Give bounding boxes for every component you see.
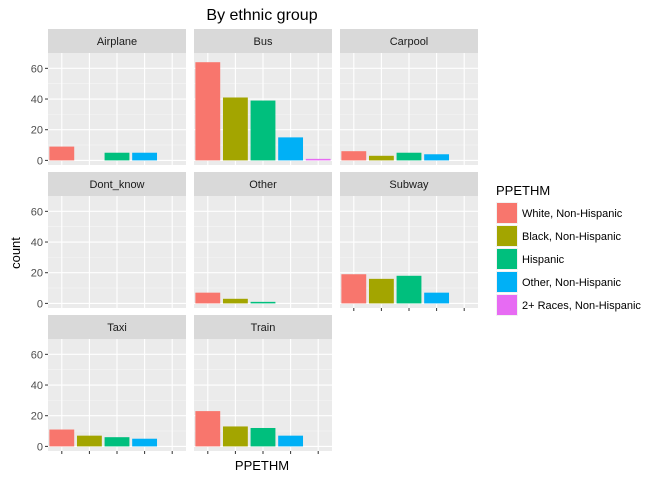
legend-label: Hispanic [522, 254, 565, 266]
x-axis-label: PPETHM [235, 458, 289, 473]
y-tick-label: 40 [31, 94, 43, 106]
y-tick-label: 40 [31, 380, 43, 392]
legend-entry: Other, Non-Hispanic [496, 271, 622, 293]
bar [396, 275, 422, 304]
y-tick-label: 0 [37, 155, 43, 167]
bar [250, 427, 276, 447]
bar [104, 437, 130, 447]
y-axis-label: count [8, 237, 23, 269]
bar [341, 274, 367, 304]
bar [49, 146, 75, 161]
facet-panel-airplane: Airplane 0 20 40 60 [31, 29, 186, 167]
legend-entry: 2+ Races, Non-Hispanic [496, 294, 641, 316]
y-tick-label: 40 [31, 237, 43, 249]
bar [222, 298, 248, 304]
bar [368, 155, 394, 161]
legend-title: PPETHM [496, 183, 550, 198]
bar [132, 152, 158, 161]
legend-label: White, Non-Hispanic [522, 208, 623, 220]
legend-label: 2+ Races, Non-Hispanic [522, 300, 641, 312]
legend-label: Other, Non-Hispanic [522, 277, 622, 289]
bar [396, 152, 422, 161]
legend-swatch [497, 272, 517, 292]
legend-entry: Hispanic [496, 248, 565, 270]
facet-panel-train: Train [194, 315, 332, 454]
facet-panel-other: Other [194, 172, 332, 308]
bar [195, 292, 221, 304]
facet-strip-label: Carpool [390, 36, 429, 48]
y-tick-label: 60 [31, 349, 43, 361]
y-tick-label: 60 [31, 63, 43, 75]
facet-strip-label: Taxi [107, 322, 127, 334]
facet-strip [48, 172, 186, 196]
legend-swatch [497, 203, 517, 223]
legend-swatch [497, 295, 517, 315]
facet-panel-subway: Subway [340, 172, 478, 311]
facet-strip-label: Airplane [97, 36, 137, 48]
facet-strip [194, 29, 332, 53]
bar [222, 426, 248, 447]
y-tick-label: 0 [37, 298, 43, 310]
facet-strip-label: Bus [254, 36, 273, 48]
bar [368, 278, 394, 304]
bar [195, 411, 221, 447]
bar [278, 435, 304, 447]
facet-strip [48, 29, 186, 53]
facet-strip [194, 315, 332, 339]
y-tick-label: 20 [31, 268, 43, 280]
bar [341, 151, 367, 161]
bar [250, 100, 276, 161]
facet-panel-dont-know: Dont_know 0 20 40 60 [31, 172, 186, 310]
legend: PPETHM White, Non-Hispanic Black, Non-His… [496, 183, 641, 316]
facet-panel-bus: Bus [194, 29, 332, 165]
facet-strip-label: Train [251, 322, 276, 334]
bar [195, 62, 221, 161]
bar [132, 438, 158, 447]
facet-strip-label: Dont_know [89, 179, 144, 191]
facet-panel-carpool: Carpool [340, 29, 478, 165]
bar [278, 137, 304, 161]
facet-strip-label: Subway [389, 179, 429, 191]
bar [76, 435, 102, 447]
bar [424, 292, 450, 304]
legend-label: Black, Non-Hispanic [522, 231, 622, 243]
bar [305, 158, 331, 161]
bar [49, 429, 75, 447]
bar [424, 154, 450, 161]
legend-swatch [497, 226, 517, 246]
facet-strip [340, 29, 478, 53]
bar [222, 97, 248, 161]
bar [104, 152, 130, 161]
legend-entry: White, Non-Hispanic [496, 202, 623, 224]
facet-panel-taxi: Taxi 0 20 40 60 [31, 315, 186, 454]
bar [250, 301, 276, 304]
legend-swatch [497, 249, 517, 269]
facet-strip-label: Other [249, 179, 277, 191]
y-tick-label: 20 [31, 125, 43, 137]
y-tick-label: 60 [31, 206, 43, 218]
facet-strip [340, 172, 478, 196]
y-tick-label: 20 [31, 411, 43, 423]
facet-strip [48, 315, 186, 339]
chart-title: By ethnic group [206, 7, 317, 24]
facet-panels: Airplane 0 20 40 60 Bus Carpool Dont_know 0 20 40 6… [31, 29, 478, 454]
facet-strip [194, 172, 332, 196]
y-tick-label: 0 [37, 441, 43, 453]
legend-entry: Black, Non-Hispanic [496, 225, 622, 247]
